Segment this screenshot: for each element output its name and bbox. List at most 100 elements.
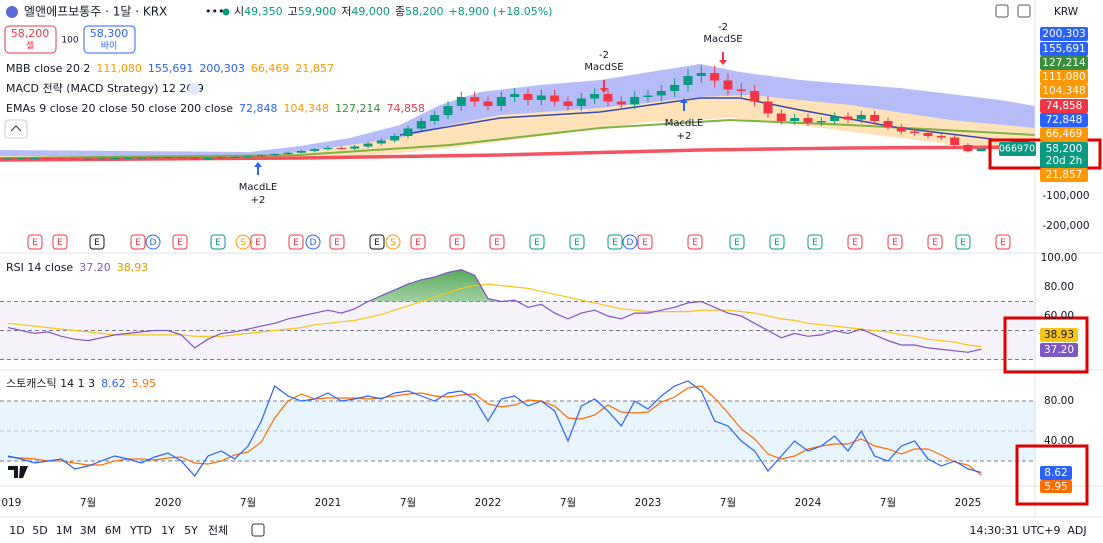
- event-label: E: [32, 238, 38, 248]
- event-label: E: [812, 238, 818, 248]
- stoch-legend: 스토캐스틱 14 1 3 8.62 5.95: [6, 377, 156, 390]
- candle-body: [43, 157, 53, 159]
- range-button[interactable]: 1D: [9, 524, 24, 537]
- event-label: E: [534, 238, 540, 248]
- collapse-button[interactable]: [4, 119, 28, 139]
- rsi-tag-label: 37.20: [1044, 344, 1074, 356]
- signal-qty: +2: [251, 195, 266, 206]
- ohlc-label: 시: [234, 5, 244, 18]
- event-icon: [489, 234, 505, 250]
- candle-body: [723, 80, 733, 90]
- candle-body: [763, 101, 773, 114]
- adj-button[interactable]: ADJ: [1067, 524, 1086, 537]
- event-label: E: [574, 238, 580, 248]
- signal-arrow: [600, 80, 608, 93]
- price-tag: [1040, 168, 1088, 182]
- range-button[interactable]: 5Y: [184, 524, 198, 537]
- event-label: E: [255, 238, 261, 248]
- candle-body: [203, 157, 213, 160]
- candle-body: [3, 158, 13, 160]
- event-label: D: [310, 238, 317, 248]
- ohlc-value: 49,350: [244, 5, 283, 18]
- candle-body: [336, 148, 346, 149]
- price-tag-label: 200,303: [1042, 28, 1085, 40]
- price-tag: [1040, 27, 1088, 41]
- event-label: E: [57, 238, 63, 248]
- ohlc-values: 시49,350 고59,900 저49,000 종58,200 +8,900 (+18.…: [234, 5, 552, 18]
- buy-price: 58,300: [90, 27, 129, 40]
- event-icon: [250, 234, 266, 250]
- sell-button[interactable]: [4, 25, 57, 54]
- event-label: S: [240, 238, 246, 248]
- y-tick-label: -200,000: [1042, 220, 1089, 232]
- event-label: E: [334, 238, 340, 248]
- range-button[interactable]: 1Y: [161, 524, 175, 537]
- price-tag: [1040, 56, 1088, 70]
- candle-body: [390, 136, 400, 141]
- candle-body: [510, 94, 520, 97]
- candle-body: [376, 140, 386, 144]
- event-icon: [369, 234, 385, 250]
- candle-body: [936, 136, 946, 138]
- legend-title: MBB close 20 2: [6, 62, 90, 75]
- layout-icon[interactable]: [1017, 4, 1031, 18]
- rsi-ma-tag-label: 38.93: [1044, 329, 1074, 341]
- stoch-tick-label: 80.00: [1044, 395, 1074, 407]
- candle-body: [443, 106, 453, 115]
- ohlc-value: 58,200: [405, 5, 444, 18]
- bollinger-fill: [0, 64, 1035, 157]
- legend-value: 127,214: [335, 102, 381, 115]
- candle-body: [670, 85, 680, 91]
- quantity[interactable]: 100: [61, 36, 78, 46]
- range-button[interactable]: 3M: [80, 524, 97, 537]
- sell-label: 셀: [26, 41, 34, 52]
- price-tag: [1040, 127, 1088, 141]
- x-tick-label: 2022: [475, 497, 502, 509]
- candle-body: [470, 97, 480, 102]
- candle-body: [830, 116, 840, 121]
- event-icon: [687, 234, 703, 250]
- signal-name: MacdLE: [239, 182, 278, 193]
- range-button[interactable]: 5D: [32, 524, 47, 537]
- range-button[interactable]: 6M: [105, 524, 122, 537]
- buy-button[interactable]: [83, 25, 136, 54]
- range-button[interactable]: 1M: [56, 524, 73, 537]
- symbol-title[interactable]: 엘앤에프보통주 · 1달 · KRX: [24, 5, 167, 19]
- currency[interactable]: KRW: [1054, 6, 1079, 18]
- candle-body: [70, 158, 80, 160]
- settings-icon[interactable]: [995, 4, 1009, 18]
- signal-name: MacdSE: [703, 34, 742, 45]
- ohlc-label: 고: [288, 5, 298, 18]
- sell-price: 58,200: [11, 27, 50, 40]
- legend-value: 104,348: [284, 102, 330, 115]
- more-button[interactable]: •••: [205, 5, 224, 18]
- event-icon: [769, 234, 785, 250]
- countdown: 20d 2h: [1046, 155, 1083, 167]
- event-label: E: [1000, 238, 1006, 248]
- candle-body: [843, 116, 853, 120]
- event-label: D: [627, 238, 634, 248]
- candle-body: [790, 118, 800, 121]
- event-icon: [729, 234, 745, 250]
- range-button[interactable]: YTD: [129, 524, 152, 537]
- calendar-icon[interactable]: [251, 523, 265, 537]
- legend-title: 스토캐스틱 14 1 3: [6, 377, 95, 390]
- candle-body: [856, 115, 866, 120]
- candle-body: [710, 73, 720, 81]
- range-button[interactable]: 전체: [208, 524, 228, 537]
- tv-logo: [8, 466, 28, 478]
- candle-body: [230, 156, 240, 158]
- price-tag-label: 21,857: [1046, 169, 1083, 181]
- indicator-legend: MACD 전략 (MACD Strategy) 12 26 9: [6, 82, 204, 95]
- price-tag-label: 104,348: [1042, 85, 1085, 97]
- stoch-d-tag: [1040, 480, 1072, 493]
- indicator-legend: MBB close 20 2 111,080 155,691 200,303 66,46…: [6, 62, 334, 75]
- x-tick-label: 2024: [795, 497, 822, 509]
- rsi-tick-label: 100.00: [1041, 252, 1078, 264]
- event-icon: [847, 234, 863, 250]
- price-tag-label: 155,691: [1042, 43, 1085, 55]
- event-label: E: [692, 238, 698, 248]
- event-label: S: [390, 238, 396, 248]
- event-icon: [130, 234, 146, 250]
